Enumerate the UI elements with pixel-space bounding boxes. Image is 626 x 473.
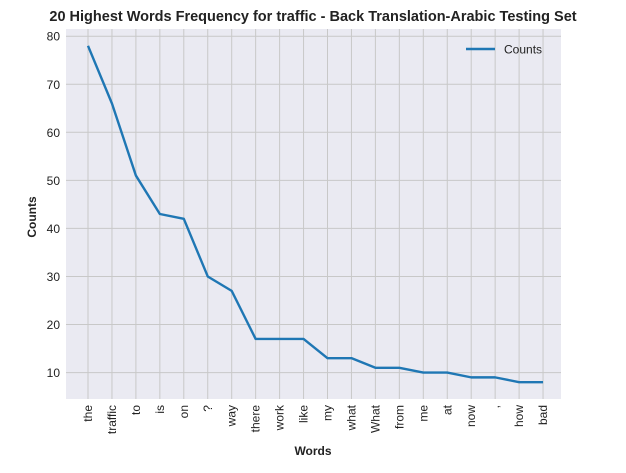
y-tick-label: 20 — [47, 318, 61, 332]
x-tick-label: the — [81, 405, 95, 422]
y-tick-label: 10 — [47, 366, 61, 380]
y-tick-label: 70 — [47, 78, 61, 92]
x-tick-label: traffic — [105, 405, 119, 434]
x-tick-label: ? — [201, 405, 215, 412]
x-tick-label: me — [416, 405, 430, 422]
x-tick-label: there — [249, 405, 263, 433]
x-tick-label: like — [297, 405, 311, 423]
y-axis-label: Counts — [25, 196, 39, 238]
legend-label-counts: Counts — [504, 43, 542, 57]
x-tick-label: is — [153, 405, 167, 414]
x-tick-label: now — [464, 405, 478, 427]
x-tick-label: from — [392, 405, 406, 429]
y-axis-ticks: 10 20 30 40 50 60 70 80 — [47, 30, 61, 380]
x-tick-label: how — [512, 405, 526, 427]
x-tick-label: bad — [536, 405, 550, 425]
chart-title: 20 Highest Words Frequency for traffic -… — [49, 9, 576, 25]
x-tick-label: to — [129, 405, 143, 415]
y-tick-label: 60 — [47, 126, 61, 140]
y-tick-label: 80 — [47, 30, 61, 44]
x-tick-label: , — [488, 405, 502, 408]
x-tick-label: at — [440, 404, 454, 415]
x-tick-label: my — [321, 405, 335, 421]
y-tick-label: 40 — [47, 222, 61, 236]
y-tick-label: 30 — [47, 270, 61, 284]
y-tick-label: 50 — [47, 174, 61, 188]
x-tick-label: work — [273, 404, 287, 431]
x-tick-label: on — [177, 405, 191, 418]
x-axis-label: Words — [294, 444, 331, 458]
x-tick-label: what — [344, 404, 358, 431]
x-tick-label: What — [368, 404, 382, 433]
x-tick-label: way — [225, 405, 239, 427]
